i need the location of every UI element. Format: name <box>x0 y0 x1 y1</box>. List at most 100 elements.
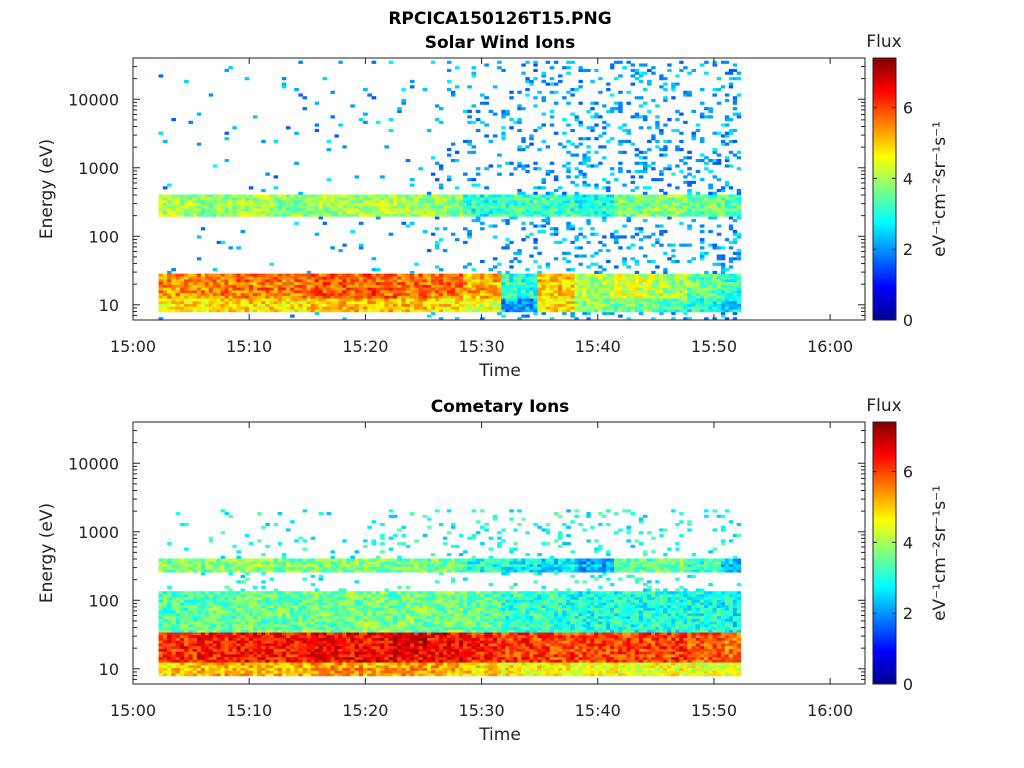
spectrogram-cell <box>594 251 599 255</box>
spectrogram-cell <box>175 645 181 649</box>
spectrogram-cell <box>634 205 640 209</box>
spectrogram-cell <box>442 197 448 201</box>
spectrogram-cell <box>171 643 176 647</box>
spectrogram-cell <box>208 199 214 204</box>
spectrogram-cell <box>553 300 559 305</box>
spectrogram-cell <box>578 292 583 296</box>
spectrogram-cell <box>175 281 181 285</box>
spectrogram-cell <box>566 300 571 305</box>
spectrogram-cell <box>578 306 583 310</box>
spectrogram-cell <box>610 66 615 70</box>
spectrogram-cell <box>204 623 210 628</box>
spectrogram-cell <box>492 303 498 307</box>
spectrogram-cell <box>712 161 718 165</box>
spectrogram-cell <box>679 287 684 291</box>
spectrogram-cell <box>484 123 489 127</box>
spectrogram-cell <box>529 281 534 285</box>
spectrogram-cell <box>269 210 274 214</box>
spectrogram-cell <box>651 210 656 214</box>
spectrogram-cell <box>167 670 172 674</box>
spectrogram-cell <box>578 279 583 283</box>
spectrogram-cell <box>212 637 218 641</box>
spectrogram-cell <box>192 197 198 201</box>
spectrogram-cell <box>188 273 194 277</box>
spectrogram-cell <box>330 287 335 291</box>
spectrogram-cell <box>683 156 688 160</box>
spectrogram-cell <box>196 662 202 666</box>
spectrogram-cell <box>671 85 676 89</box>
spectrogram-cell <box>306 213 312 217</box>
spectrogram-cell <box>302 208 308 212</box>
spectrogram-cell <box>224 292 229 296</box>
spectrogram-cell <box>204 295 210 299</box>
spectrogram-cell <box>252 199 258 204</box>
spectrogram-cell <box>171 640 176 644</box>
spectrogram-cell <box>488 309 494 313</box>
spectrogram-cell <box>392 202 398 206</box>
spectrogram-cell <box>392 205 398 209</box>
spectrogram-cell <box>363 279 368 283</box>
spectrogram-cell <box>610 63 615 67</box>
spectrogram-cell <box>659 202 664 206</box>
spectrogram-cell <box>537 199 542 204</box>
spectrogram-cell <box>549 287 555 291</box>
spectrogram-cell <box>326 208 331 212</box>
spectrogram-cell <box>492 205 498 209</box>
spectrogram-cell <box>354 287 360 291</box>
spectrogram-cell <box>545 216 551 220</box>
spectrogram-cell <box>294 213 299 217</box>
spectrogram-cell <box>438 186 444 190</box>
spectrogram-cell <box>294 197 299 201</box>
spectrogram-cell <box>281 276 287 280</box>
spectrogram-cell <box>590 128 595 133</box>
spectrogram-cell <box>712 202 718 206</box>
spectrogram-cell <box>422 197 428 201</box>
spectrogram-cell <box>594 306 599 310</box>
spectrogram-cell <box>606 298 611 302</box>
spectrogram-cell <box>659 281 664 285</box>
spectrogram-cell <box>285 298 291 302</box>
spectrogram-cell <box>298 306 303 310</box>
spectrogram-cell <box>537 197 542 201</box>
spectrogram-cell <box>294 202 299 206</box>
spectrogram-cell <box>208 613 214 617</box>
spectrogram-cell <box>724 303 730 307</box>
spectrogram-cell <box>647 109 652 113</box>
spectrogram-cell <box>663 300 668 305</box>
spectrogram-cell <box>651 289 656 294</box>
spectrogram-cell <box>651 178 656 182</box>
spectrogram-cell <box>167 270 172 275</box>
spectrogram-cell <box>446 199 452 204</box>
spectrogram-cell <box>517 284 522 288</box>
spectrogram-cell <box>467 150 472 154</box>
spectrogram-cell <box>212 292 218 296</box>
spectrogram-cell <box>458 281 464 285</box>
spectrogram-cell <box>269 284 274 288</box>
spectrogram-cell <box>212 295 218 299</box>
spectrogram-cell <box>179 300 185 305</box>
spectrogram-cell <box>204 653 210 658</box>
spectrogram-cell <box>509 298 514 302</box>
spectrogram-cell <box>574 287 579 291</box>
spectrogram-cell <box>179 610 185 614</box>
spectrogram-cell <box>397 303 402 307</box>
spectrogram-cell <box>446 68 452 73</box>
spectrogram-cell <box>196 298 202 302</box>
spectrogram-cell <box>687 208 692 212</box>
spectrogram-cell <box>720 197 726 201</box>
spectrogram-cell <box>480 120 485 124</box>
spectrogram-cell <box>430 208 436 212</box>
spectrogram-cell <box>261 309 266 313</box>
spectrogram-cell <box>598 281 603 285</box>
spectrogram-cell <box>192 659 198 663</box>
spectrogram-cell <box>228 199 233 204</box>
spectrogram-cell <box>220 596 225 600</box>
spectrogram-cell <box>200 599 206 603</box>
spectrogram-cell <box>175 284 181 288</box>
spectrogram-cell <box>384 210 390 214</box>
spectrogram-cell <box>525 314 530 318</box>
spectrogram-cell <box>438 205 444 209</box>
spectrogram-cell <box>330 194 335 198</box>
spectrogram-cell <box>450 306 456 310</box>
spectrogram-cell <box>397 284 402 288</box>
